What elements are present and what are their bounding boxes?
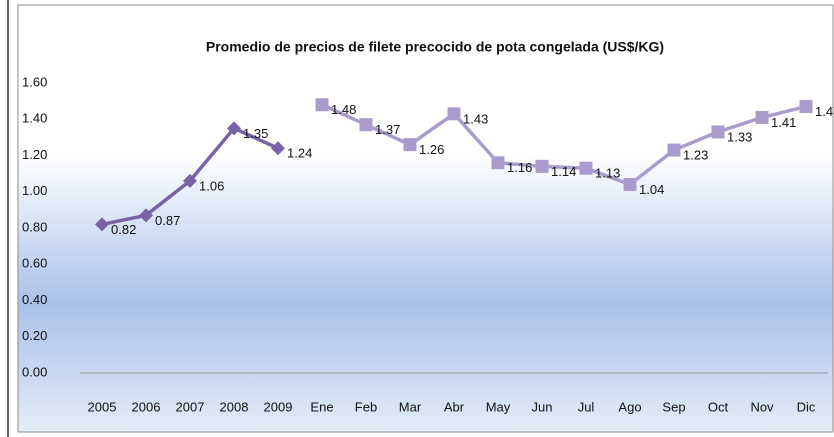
y-tick-label: 1.00 (22, 183, 47, 198)
marker (403, 138, 417, 152)
data-label: 1.14 (551, 164, 576, 179)
x-tick-label: Jun (532, 399, 553, 414)
data-label: 1.16 (507, 160, 532, 175)
marker (711, 125, 725, 139)
marker (535, 159, 549, 173)
y-tick-label: 1.60 (22, 74, 47, 89)
x-tick-label: 2006 (132, 399, 161, 414)
x-tick-label: 2007 (176, 399, 205, 414)
marker (755, 110, 769, 124)
x-tick-label: 2009 (264, 399, 293, 414)
marker (799, 100, 813, 114)
marker (447, 107, 461, 121)
chart-area (17, 4, 834, 433)
marker (579, 161, 593, 175)
x-tick-label: Ago (618, 399, 641, 414)
series-line (321, 103, 807, 187)
x-tick-label: Mar (399, 399, 422, 414)
data-label: 1.23 (683, 148, 708, 163)
y-tick-label: 0.60 (22, 256, 47, 271)
x-tick-label: Sep (662, 399, 685, 414)
data-label: 1.37 (375, 122, 400, 137)
data-label: 1.33 (727, 129, 752, 144)
x-tick-label: Oct (708, 399, 729, 414)
data-label: 1.26 (419, 142, 444, 157)
y-tick-label: 1.40 (22, 111, 47, 126)
data-label: 0.82 (111, 222, 136, 237)
data-label: 1.06 (199, 178, 224, 193)
data-label: 1.43 (463, 111, 488, 126)
y-tick-label: 0.00 (22, 364, 47, 379)
marker (359, 118, 373, 132)
marker (139, 208, 153, 223)
x-tick-label: Abr (444, 399, 465, 414)
x-tick-label: 2008 (220, 399, 249, 414)
data-label: 1.13 (595, 166, 620, 181)
marker (491, 156, 505, 170)
x-tick-label: 2005 (88, 399, 117, 414)
data-label: 1.04 (639, 182, 664, 197)
x-tick-label: Ene (310, 399, 333, 414)
y-tick-label: 1.20 (22, 147, 47, 162)
marker (315, 98, 329, 112)
data-label: 1.48 (331, 102, 356, 117)
marker (227, 121, 241, 136)
x-tick-label: Dic (797, 399, 816, 414)
marker (667, 143, 681, 157)
chart-title: Promedio de precios de filete precocido … (206, 39, 664, 55)
y-tick-label: 0.80 (22, 219, 47, 234)
x-tick-label: Feb (355, 399, 377, 414)
x-tick-label: Jul (578, 399, 595, 414)
marker (183, 173, 197, 188)
data-label: 1.47 (815, 104, 834, 119)
x-tick-label: May (486, 399, 511, 414)
y-tick-label: 0.40 (22, 292, 47, 307)
data-label: 1.35 (243, 126, 268, 141)
data-label: 0.87 (155, 213, 180, 228)
data-label: 1.24 (287, 146, 312, 161)
y-tick-label: 0.20 (22, 328, 47, 343)
marker (95, 217, 109, 232)
x-tick-label: Nov (750, 399, 774, 414)
data-label: 1.41 (771, 115, 796, 130)
marker (623, 178, 637, 191)
marker (271, 141, 285, 156)
